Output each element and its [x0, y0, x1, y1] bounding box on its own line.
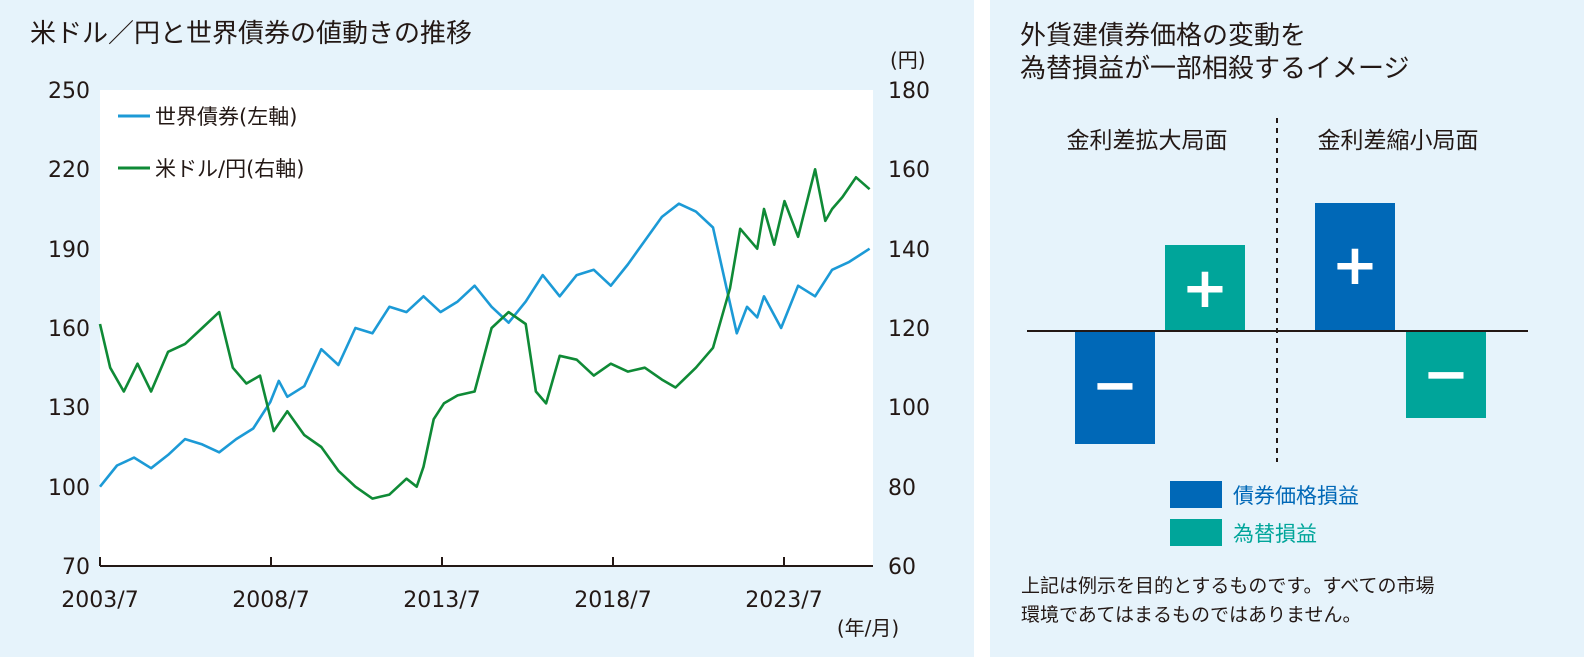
y-right-tick-label: 80: [888, 476, 916, 501]
offset-bar-diagram: 金利差拡大局面 金利差縮小局面 − + + − 債券価格損益 為替損益 上記は例…: [1021, 118, 1528, 626]
y-left-tick-label: 70: [62, 555, 90, 580]
y-left-tick-label: 130: [48, 396, 90, 421]
left-chart-title: 米ドル／円と世界債券の値動きの推移: [30, 19, 473, 49]
offset-illustration-panel: 外貨建債券価格の変動を 為替損益が一部相殺するイメージ 金利差拡大局面 金利差縮…: [990, 0, 1584, 657]
y-right-tick-label: 60: [888, 555, 916, 580]
legend-swatch-fx-pl: [1170, 519, 1222, 546]
sign-plus-fx-expand: +: [1182, 256, 1229, 321]
note-line-1: 上記は例示を目的とするものです。すべての市場: [1021, 575, 1434, 597]
legend-label-bonds: 世界債券(左軸): [155, 105, 297, 129]
chart-legend: 世界債券(左軸) 米ドル/円(右軸): [118, 105, 304, 181]
right-title-line-2: 為替損益が一部相殺するイメージ: [1020, 54, 1410, 84]
y-right-tick-label: 160: [888, 158, 930, 183]
bond-fx-chart-panel: 米ドル／円と世界債券の値動きの推移 250 220 190 160 130 10…: [0, 0, 974, 657]
y-right-tick-label: 100: [888, 396, 930, 421]
x-axis-unit: (年/月): [837, 616, 899, 640]
legend-label-usdjpy: 米ドル/円(右軸): [155, 157, 304, 181]
bar-bond-shrink: [1315, 203, 1395, 331]
series-line-usdjpy: [98, 168, 871, 500]
sign-minus-fx-shrink: −: [1423, 342, 1470, 407]
right-chart-title: 外貨建債券価格の変動を 為替損益が一部相殺するイメージ: [1020, 20, 1409, 86]
y-left-tick-label: 100: [48, 476, 90, 501]
phase-label-expand: 金利差拡大局面: [1067, 128, 1228, 154]
y-left-tick-label: 250: [48, 79, 90, 104]
sign-minus-bond-expand: −: [1092, 353, 1139, 418]
phase-label-shrink: 金利差縮小局面: [1318, 128, 1479, 154]
bar-fx-shrink: [1406, 331, 1486, 418]
series-line-world-bonds: [98, 202, 871, 488]
legend-swatch-bond-pl: [1170, 481, 1222, 508]
note-line-2: 環境であてはまるものではありません。: [1021, 604, 1361, 626]
y-right-unit: (円): [890, 48, 926, 72]
right-title-line-1: 外貨建債券価格の変動を: [1020, 21, 1307, 51]
sign-plus-bond-shrink: +: [1332, 233, 1379, 298]
y-right-tick-label: 140: [888, 238, 930, 263]
legend-label-bond-pl: 債券価格損益: [1233, 484, 1359, 508]
x-tick-label: 2018/7: [574, 588, 651, 613]
y-right-tick-label: 120: [888, 317, 930, 342]
y-left-tick-label: 220: [48, 158, 90, 183]
legend-label-fx-pl: 為替損益: [1233, 522, 1317, 546]
x-tick-label: 2003/7: [61, 588, 138, 613]
y-right-tick-label: 180: [888, 79, 930, 104]
y-left-tick-label: 160: [48, 317, 90, 342]
y-left-tick-label: 190: [48, 238, 90, 263]
plot-area: [100, 90, 873, 566]
bar-bond-expand: [1075, 331, 1155, 444]
x-tick-label: 2008/7: [232, 588, 309, 613]
x-tick-label: 2023/7: [745, 588, 822, 613]
x-tick-label: 2013/7: [403, 588, 480, 613]
bar-fx-expand: [1165, 245, 1245, 331]
line-chart: 250 220 190 160 130 100 70 180 160 140 1…: [48, 48, 930, 640]
